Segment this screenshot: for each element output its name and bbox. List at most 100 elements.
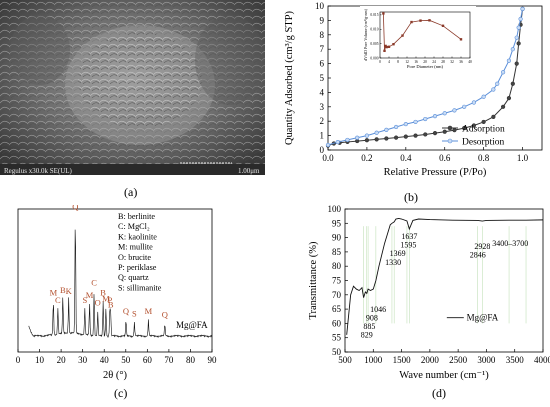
inset-y-tick-label: 0.000	[370, 56, 378, 60]
y-tick-label: 9	[320, 15, 325, 25]
x-tick-label: 70	[164, 355, 174, 365]
y-axis-label: Quantity Adsorbed (cm³/g STP)	[284, 10, 295, 145]
x-tick-label: 90	[208, 355, 218, 365]
peak-label: O	[95, 297, 101, 307]
peak-label: M	[86, 290, 94, 300]
data-point-desorption	[495, 81, 500, 86]
inset-data-point	[382, 12, 385, 15]
phase-legend-entry: M: mullite	[118, 243, 153, 252]
data-point-desorption	[462, 104, 467, 109]
x-tick-label: 50	[121, 355, 131, 365]
x-tick-label: 30	[78, 355, 88, 365]
peak-label: B	[100, 287, 106, 297]
data-point-adsorption	[393, 135, 399, 140]
data-point-desorption	[491, 87, 496, 92]
x-tick-label: 60	[143, 355, 153, 365]
data-point-adsorption	[364, 138, 370, 143]
band-annotation: 1330	[385, 258, 401, 267]
y-tick-label: 65	[332, 304, 342, 314]
peak-label: M	[145, 306, 153, 316]
x-tick-label: 2500	[449, 355, 468, 365]
y-tick-label: 95	[332, 218, 342, 228]
x-tick-label: 20	[57, 355, 67, 365]
y-tick-label: 100	[328, 205, 342, 214]
phase-legend-entry: P: periklase	[118, 263, 157, 272]
data-point-desorption	[510, 47, 515, 52]
x-tick-label: 2000	[421, 355, 440, 365]
band-annotation: 1046	[370, 305, 386, 314]
inset-x-tick-label: 40	[468, 60, 472, 64]
peak-label: S	[82, 295, 87, 305]
inset-data-point	[419, 19, 422, 22]
caption-a: (a)	[124, 185, 138, 199]
x-tick-label: 1500	[393, 355, 412, 365]
x-tick-label: 4000	[534, 355, 550, 365]
ftir-chart: 500 1000 1500 2000 2500 3000 3500 4000 50 55 60 65 7…	[305, 204, 550, 385]
peak-label: B	[108, 300, 114, 310]
inset-x-tick-label: 24	[432, 60, 436, 64]
caption-d: (d)	[432, 386, 446, 400]
y-tick-label: 3	[320, 102, 325, 112]
x-tick-label: 0.2	[361, 153, 372, 163]
inset-data-point	[459, 38, 463, 41]
x-axis-label: 2θ (°)	[103, 370, 128, 381]
data-point-desorption	[452, 108, 457, 113]
band-annotation: 885	[363, 322, 375, 331]
inset-y-tick-label: 0.005	[370, 42, 378, 46]
inset-data-point	[441, 24, 445, 27]
caption-c: (c)	[114, 386, 128, 400]
data-point-desorption	[393, 124, 399, 130]
data-point-adsorption	[514, 61, 519, 66]
data-point-adsorption	[471, 123, 477, 128]
data-point-desorption	[471, 100, 477, 105]
x-tick-label: 80	[186, 355, 196, 365]
inset-data-point	[385, 45, 388, 49]
peak-label: C	[55, 295, 61, 305]
inset-x-tick-label: 4	[388, 60, 390, 64]
data-point-desorption	[335, 139, 340, 145]
data-point-desorption	[355, 135, 360, 140]
y-tick-label: 80	[332, 261, 342, 271]
data-point-adsorption	[423, 132, 428, 137]
data-point-adsorption	[500, 104, 506, 109]
x-tick-label: 0.6	[439, 153, 451, 163]
legend-marker	[447, 138, 453, 144]
data-point-desorption	[442, 111, 447, 116]
x-tick-label: 10	[35, 355, 45, 365]
y-tick-label: 6	[320, 59, 325, 69]
peak-label: P	[107, 295, 112, 305]
inset-data-point	[410, 20, 413, 24]
phase-legend-entry: O: brucite	[118, 253, 151, 262]
inset-x-tick-label: 20	[423, 60, 427, 64]
x-tick-label: 3500	[506, 355, 525, 365]
data-point-adsorption	[413, 133, 418, 138]
phase-legend-entry: Q: quartz	[118, 273, 149, 282]
data-point-desorption	[374, 130, 379, 135]
data-point-adsorption	[384, 136, 389, 141]
x-tick-label: 0.8	[478, 153, 490, 163]
band-annotation: 1637	[401, 232, 417, 241]
series-label: Mg@FA	[176, 320, 208, 330]
ftir-series-line	[346, 217, 544, 335]
band-annotation: 1595	[400, 241, 416, 250]
legend-label: Adsorption	[462, 125, 505, 135]
sem-label: Regulus x30.0k SE(UL)	[4, 167, 73, 175]
data-point-adsorption	[462, 126, 467, 131]
x-tick-label: 0.4	[400, 153, 412, 163]
data-point-desorption	[516, 25, 521, 30]
data-point-desorption	[384, 127, 389, 132]
data-point-desorption	[432, 114, 438, 119]
y-tick-label: 7	[320, 44, 325, 54]
xrd-pattern-line	[28, 229, 213, 339]
ftir-svg: 500 1000 1500 2000 2500 3000 3500 4000 50 55 60 65 7…	[308, 204, 550, 381]
data-point-desorption	[520, 6, 525, 11]
data-point-desorption	[506, 58, 512, 63]
inset-background	[360, 6, 476, 78]
x-tick-label: 40	[100, 355, 110, 365]
band-annotation: 2928	[474, 242, 490, 251]
x-axis-label: Wave number (cm⁻¹)	[399, 370, 489, 381]
sem-image: Regulus x30.0k SE(UL) 1.00μm	[0, 0, 265, 175]
data-point-adsorption	[403, 134, 408, 139]
x-axis-label: Relative Pressure (P/Po)	[384, 167, 487, 178]
